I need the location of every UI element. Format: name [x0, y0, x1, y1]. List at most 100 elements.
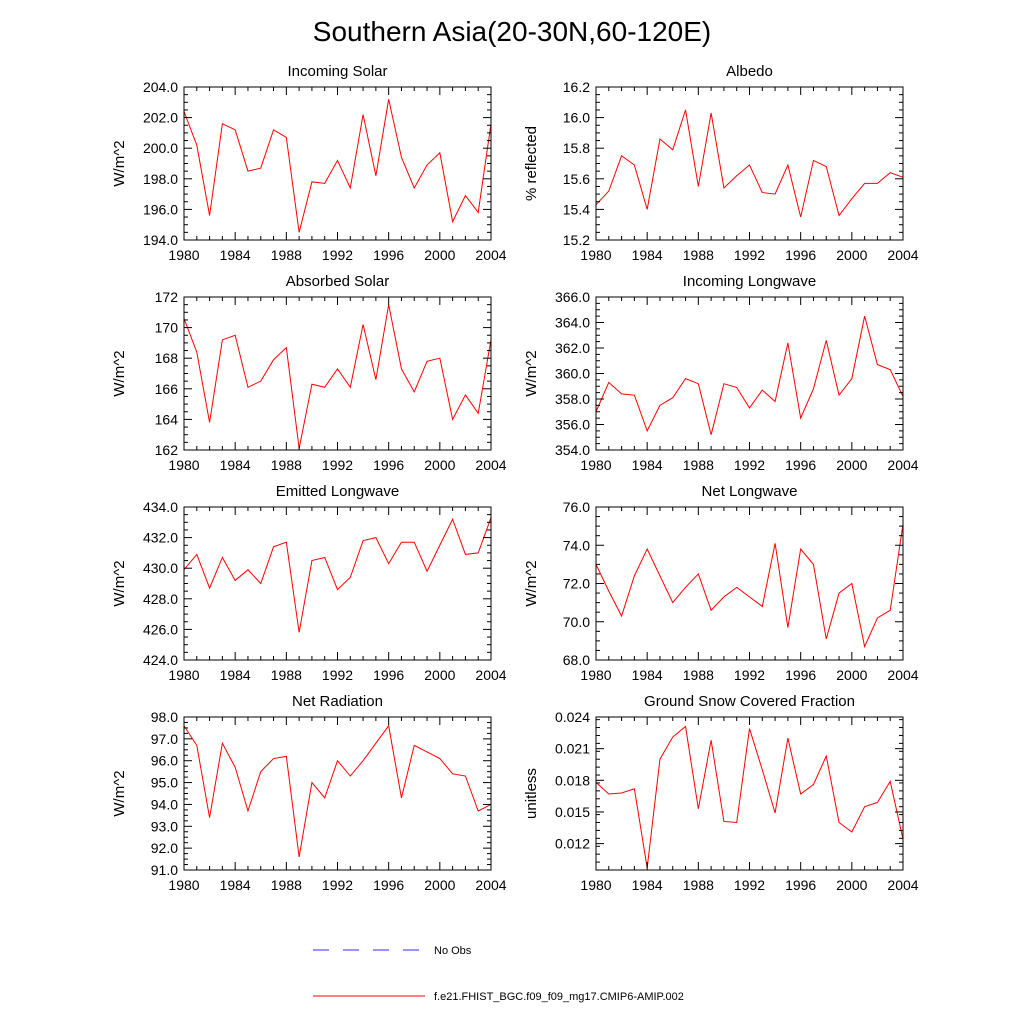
- plot-frame: [183, 716, 492, 871]
- y-tick-label: 70.0: [563, 614, 590, 630]
- y-axis-label: unitless: [523, 768, 540, 819]
- x-tick-label: 1992: [734, 667, 765, 683]
- x-tick-label: 2004: [475, 247, 506, 263]
- x-tick-label: 1992: [322, 457, 353, 473]
- y-tick-label: 15.4: [563, 201, 590, 217]
- plot-frame: [183, 506, 492, 661]
- x-tick-label: 1992: [734, 247, 765, 263]
- y-tick-label: 0.015: [555, 804, 590, 820]
- y-tick-label: 358.0: [555, 391, 590, 407]
- chart-panel: 1980 1984 1988 1992 1996 2000 2004 162 164 166 168…: [111, 273, 507, 473]
- x-tick-label: 1980: [580, 667, 611, 683]
- x-tick-label: 1988: [271, 877, 302, 893]
- y-tick-label: 434.0: [143, 499, 178, 515]
- y-axis-label: W/m^2: [111, 140, 128, 186]
- y-tick-label: 172: [155, 289, 179, 305]
- x-tick-label: 1988: [271, 457, 302, 473]
- y-axis-label: % reflected: [523, 126, 540, 201]
- y-tick-label: 426.0: [143, 621, 178, 637]
- y-tick-label: 15.2: [563, 232, 590, 248]
- y-tick-label: 98.0: [151, 709, 178, 725]
- data-series-line: [183, 99, 492, 233]
- y-tick-label: 430.0: [143, 560, 178, 576]
- y-tick-label: 354.0: [555, 442, 590, 458]
- x-tick-label: 1988: [683, 877, 714, 893]
- y-tick-label: 95.0: [151, 775, 178, 791]
- y-tick-label: 428.0: [143, 591, 178, 607]
- panel-title: Albedo: [726, 63, 773, 80]
- x-tick-label: 1988: [683, 457, 714, 473]
- y-axis-label: W/m^2: [111, 350, 128, 396]
- y-axis-label: W/m^2: [523, 350, 540, 396]
- x-tick-label: 1984: [220, 457, 251, 473]
- y-tick-label: 68.0: [563, 652, 590, 668]
- x-tick-label: 1996: [373, 457, 404, 473]
- chart-panel: 1980 1984 1988 1992 1996 2000 2004 424.0 426.0 42…: [111, 483, 507, 683]
- x-tick-label: 2000: [424, 667, 455, 683]
- x-tick-label: 1996: [785, 667, 816, 683]
- y-tick-label: 356.0: [555, 417, 590, 433]
- y-tick-label: 166: [155, 381, 179, 397]
- y-tick-label: 196.0: [143, 201, 178, 217]
- y-tick-label: 91.0: [151, 862, 178, 878]
- x-tick-label: 1980: [168, 247, 199, 263]
- legend: No Obs f.e21.FHIST_BGC.f09_f09_mg17.CMIP…: [313, 945, 684, 1003]
- y-tick-label: 96.0: [151, 753, 178, 769]
- x-tick-label: 1988: [271, 667, 302, 683]
- y-tick-label: 202.0: [143, 110, 178, 126]
- x-tick-label: 1992: [322, 667, 353, 683]
- x-tick-label: 1992: [734, 877, 765, 893]
- y-tick-label: 168: [155, 350, 179, 366]
- plot-frame: [183, 86, 492, 241]
- y-tick-label: 15.8: [563, 140, 590, 156]
- x-tick-label: 2000: [424, 457, 455, 473]
- x-tick-label: 2000: [424, 247, 455, 263]
- panel-title: Incoming Longwave: [683, 273, 816, 290]
- chart-panel: 1980 1984 1988 1992 1996 2000 2004 68.0 70.0 72.0…: [523, 483, 919, 683]
- y-tick-label: 74.0: [563, 537, 590, 553]
- x-tick-label: 1992: [322, 877, 353, 893]
- y-tick-label: 200.0: [143, 140, 178, 156]
- x-tick-label: 1984: [632, 457, 663, 473]
- y-tick-label: 364.0: [555, 315, 590, 331]
- panel-title: Ground Snow Covered Fraction: [644, 693, 855, 710]
- x-tick-label: 1984: [220, 877, 251, 893]
- x-tick-label: 2004: [475, 877, 506, 893]
- x-tick-label: 1996: [373, 247, 404, 263]
- chart-panel: 1980 1984 1988 1992 1996 2000 2004 0.012 0.015 0.…: [523, 693, 919, 893]
- x-tick-label: 1996: [373, 667, 404, 683]
- y-tick-label: 15.6: [563, 171, 590, 187]
- data-series-line: [595, 109, 904, 218]
- plot-frame: [595, 716, 904, 871]
- y-axis-label: W/m^2: [523, 560, 540, 606]
- chart-panel: 1980 1984 1988 1992 1996 2000 2004 354.0 356.0 35…: [523, 273, 919, 473]
- figure-title: Southern Asia(20-30N,60-120E): [313, 16, 711, 47]
- panel-title: Net Longwave: [702, 483, 798, 500]
- y-tick-label: 170: [155, 320, 179, 336]
- x-tick-label: 1984: [632, 247, 663, 263]
- x-tick-label: 1996: [785, 877, 816, 893]
- x-tick-label: 2000: [424, 877, 455, 893]
- x-tick-label: 1980: [580, 877, 611, 893]
- y-tick-label: 93.0: [151, 818, 178, 834]
- x-tick-label: 1996: [785, 247, 816, 263]
- y-tick-label: 0.018: [555, 772, 590, 788]
- data-series-line: [183, 517, 492, 633]
- y-tick-label: 362.0: [555, 340, 590, 356]
- data-series-line: [595, 316, 904, 435]
- y-tick-label: 366.0: [555, 289, 590, 305]
- chart-panel: 1980 1984 1988 1992 1996 2000 2004 194.0 196.0 19…: [111, 63, 507, 263]
- y-tick-label: 0.021: [555, 741, 590, 757]
- x-tick-label: 1984: [220, 247, 251, 263]
- chart-panel: 1980 1984 1988 1992 1996 2000 2004 15.2 15.4 15.6…: [523, 63, 919, 263]
- x-tick-label: 1980: [580, 457, 611, 473]
- x-tick-label: 2004: [887, 457, 918, 473]
- chart-panel: 1980 1984 1988 1992 1996 2000 2004 91.0 92.0 93.0…: [111, 693, 507, 893]
- x-tick-label: 2004: [475, 667, 506, 683]
- x-tick-label: 1980: [168, 457, 199, 473]
- y-tick-label: 0.012: [555, 836, 590, 852]
- x-tick-label: 2000: [836, 457, 867, 473]
- legend-label-no-obs: No Obs: [434, 945, 472, 957]
- x-tick-label: 1984: [632, 877, 663, 893]
- x-tick-label: 1988: [683, 247, 714, 263]
